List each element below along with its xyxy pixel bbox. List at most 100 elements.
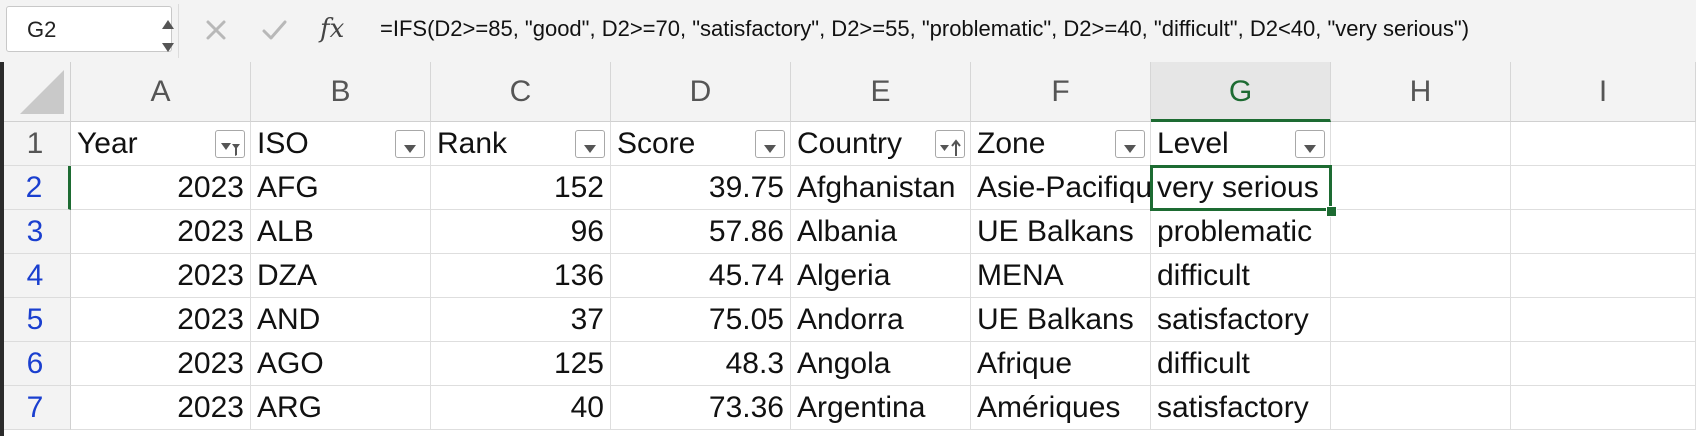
cell-level[interactable]: very serious [1151,166,1331,210]
cell-zone[interactable]: Amériques [971,386,1151,430]
cell-level[interactable]: problematic [1151,210,1331,254]
cell-year[interactable]: 2023 [71,342,251,386]
header-cell-score[interactable]: Score [611,122,791,166]
cell-i1[interactable] [1511,122,1696,166]
cell-country[interactable]: Algeria [791,254,971,298]
header-label-iso: ISO [257,127,309,160]
filter-button-score[interactable] [755,130,785,158]
check-icon[interactable] [258,14,290,46]
filter-button-iso[interactable] [395,130,425,158]
name-box-value[interactable]: G2 [27,17,57,42]
column-header-i[interactable]: I [1511,62,1696,122]
filter-button-zone[interactable] [1115,130,1145,158]
cell-i4[interactable] [1511,254,1696,298]
cell-country[interactable]: Angola [791,342,971,386]
row-header-4[interactable]: 4 [0,254,71,298]
cell-iso[interactable]: ALB [251,210,431,254]
cell-score[interactable]: 57.86 [611,210,791,254]
cell-level[interactable]: satisfactory [1151,386,1331,430]
cell-year[interactable]: 2023 [71,298,251,342]
cell-rank[interactable]: 152 [431,166,611,210]
row-header-7[interactable]: 7 [0,386,71,430]
column-header-h[interactable]: H [1331,62,1511,122]
cell-year[interactable]: 2023 [71,254,251,298]
column-header-g[interactable]: G [1151,62,1331,122]
row-header-5[interactable]: 5 [0,298,71,342]
row-header-6[interactable]: 6 [0,342,71,386]
cell-rank[interactable]: 37 [431,298,611,342]
cell-zone[interactable]: UE Balkans [971,210,1151,254]
select-all-icon[interactable] [0,62,71,122]
cell-level[interactable]: difficult [1151,342,1331,386]
close-icon[interactable] [200,14,232,46]
cell-zone[interactable]: UE Balkans [971,298,1151,342]
filter-button-year[interactable] [215,130,245,158]
column-header-a[interactable]: A [71,62,251,122]
cell-h5[interactable] [1331,298,1511,342]
cell-h3[interactable] [1331,210,1511,254]
fill-handle[interactable] [1326,206,1337,217]
header-cell-country[interactable]: Country [791,122,971,166]
cell-score[interactable]: 48.3 [611,342,791,386]
row-header-2[interactable]: 2 [0,166,71,210]
cell-h2[interactable] [1331,166,1511,210]
cell-i7[interactable] [1511,386,1696,430]
name-box[interactable]: G2 [6,6,174,52]
cell-level[interactable]: satisfactory [1151,298,1331,342]
cell-iso[interactable]: AFG [251,166,431,210]
cell-iso[interactable]: DZA [251,254,431,298]
filter-button-rank[interactable] [575,130,605,158]
cell-year[interactable]: 2023 [71,210,251,254]
row-header-1[interactable]: 1 [0,122,71,166]
cell-score[interactable]: 73.36 [611,386,791,430]
header-cell-iso[interactable]: ISO [251,122,431,166]
cell-rank[interactable]: 96 [431,210,611,254]
select-all-corner[interactable] [0,62,71,122]
cell-i3[interactable] [1511,210,1696,254]
header-cell-level[interactable]: Level [1151,122,1331,166]
column-header-d[interactable]: D [611,62,791,122]
cell-iso[interactable]: AND [251,298,431,342]
cell-country[interactable]: Albania [791,210,971,254]
cell-i5[interactable] [1511,298,1696,342]
cell-zone[interactable]: MENA [971,254,1151,298]
cell-h7[interactable] [1331,386,1511,430]
column-header-f[interactable]: F [971,62,1151,122]
cell-score[interactable]: 45.74 [611,254,791,298]
cell-zone[interactable]: Afrique [971,342,1151,386]
header-cell-year[interactable]: Year [71,122,251,166]
filter-active-icon [221,143,240,156]
column-header-c[interactable]: C [431,62,611,122]
cell-country[interactable]: Afghanistan [791,166,971,210]
cell-iso[interactable]: ARG [251,386,431,430]
cell-zone[interactable]: Asie-Pacifique [971,166,1151,210]
cell-iso[interactable]: AGO [251,342,431,386]
header-label-score: Score [617,127,696,160]
cell-country[interactable]: Argentina [791,386,971,430]
header-cell-rank[interactable]: Rank [431,122,611,166]
column-header-e[interactable]: E [791,62,971,122]
cell-rank[interactable]: 40 [431,386,611,430]
header-label-country: Country [797,127,903,160]
name-box-stepper-icon[interactable] [159,17,177,57]
cell-year[interactable]: 2023 [71,166,251,210]
cell-h6[interactable] [1331,342,1511,386]
cell-level[interactable]: difficult [1151,254,1331,298]
row-header-3[interactable]: 3 [0,210,71,254]
insert-function-icon[interactable]: fx [320,14,345,44]
cell-rank[interactable]: 136 [431,254,611,298]
filter-button-country[interactable] [935,130,965,158]
cell-h4[interactable] [1331,254,1511,298]
cell-score[interactable]: 75.05 [611,298,791,342]
cell-score[interactable]: 39.75 [611,166,791,210]
header-cell-zone[interactable]: Zone [971,122,1151,166]
column-header-b[interactable]: B [251,62,431,122]
cell-year[interactable]: 2023 [71,386,251,430]
cell-rank[interactable]: 125 [431,342,611,386]
cell-i6[interactable] [1511,342,1696,386]
filter-button-level[interactable] [1295,130,1325,158]
cell-i2[interactable] [1511,166,1696,210]
cell-country[interactable]: Andorra [791,298,971,342]
cell-h1[interactable] [1331,122,1511,166]
formula-input[interactable]: =IFS(D2>=85, "good", D2>=70, "satisfacto… [380,16,1470,41]
